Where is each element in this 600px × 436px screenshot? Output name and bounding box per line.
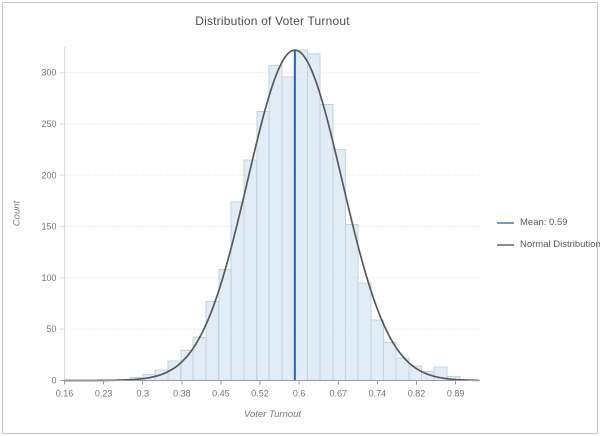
histogram-bar xyxy=(370,319,385,381)
histogram-bar xyxy=(243,159,258,381)
legend: Mean: 0.59 Normal Distribution xyxy=(497,215,600,259)
y-tick-label: 150 xyxy=(41,222,56,232)
histogram-bar xyxy=(205,300,220,381)
histogram-bar xyxy=(256,111,271,381)
x-tick-label: 0.6 xyxy=(293,389,306,399)
x-tick-label: 0.45 xyxy=(212,389,230,399)
y-tick-label: 100 xyxy=(41,273,56,283)
x-tick-label: 0.38 xyxy=(173,389,191,399)
y-tick-label: 250 xyxy=(41,119,56,129)
x-tick-label: 0.16 xyxy=(56,389,74,399)
y-tick-label: 300 xyxy=(41,68,56,78)
y-tick-label: 0 xyxy=(51,376,56,386)
x-tick-label: 0.52 xyxy=(251,389,269,399)
histogram-bar xyxy=(319,103,334,381)
histogram-bar xyxy=(344,224,359,381)
legend-item-mean: Mean: 0.59 xyxy=(497,215,600,230)
histogram-bar xyxy=(230,201,245,381)
histogram-bar xyxy=(294,49,309,381)
y-tick-label: 50 xyxy=(46,324,56,334)
normal-curve-swatch-icon xyxy=(497,243,514,246)
x-tick-label: 0.67 xyxy=(330,389,348,399)
x-tick-label: 0.82 xyxy=(408,389,426,399)
mean-line-swatch-icon xyxy=(497,221,514,224)
normal-curve xyxy=(64,49,479,382)
chart-title: Distribution of Voter Turnout xyxy=(195,14,350,28)
legend-label-normal: Normal Distribution xyxy=(520,239,600,250)
x-tick-label: 0.3 xyxy=(136,389,149,399)
histogram-bar xyxy=(357,282,372,381)
x-tick-label: 0.74 xyxy=(369,389,387,399)
x-axis-title: Voter Turnout xyxy=(243,409,302,420)
y-tick-label: 200 xyxy=(41,170,56,180)
x-tick-label: 0.89 xyxy=(447,389,465,399)
histogram-bar xyxy=(281,76,296,382)
y-axis-title: Count xyxy=(11,200,23,227)
x-tick-label: 0.23 xyxy=(95,389,113,399)
histogram-bar xyxy=(382,342,397,382)
legend-item-normal: Normal Distribution xyxy=(497,237,600,252)
histogram-bar xyxy=(306,53,321,382)
legend-label-mean: Mean: 0.59 xyxy=(520,217,568,228)
histogram-bar xyxy=(268,64,283,382)
